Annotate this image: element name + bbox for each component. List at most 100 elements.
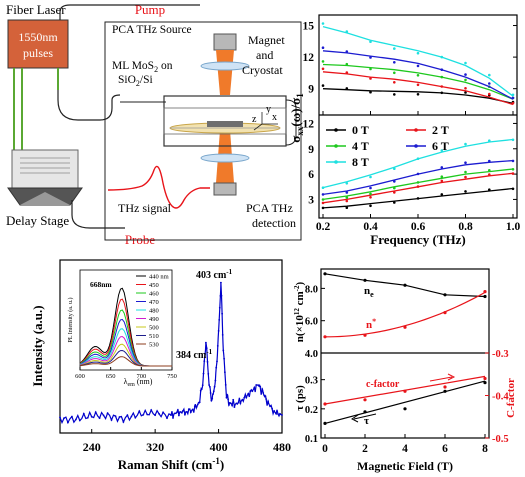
mag-top-ytick-label: 6.0: [305, 317, 318, 328]
raman-xtick-label: 400: [210, 440, 228, 454]
cond-top-pt-0-5: [440, 91, 444, 95]
raman-frame: [59, 259, 283, 434]
raman-pt-27: [166, 417, 168, 419]
nstar-pt-1: [363, 333, 367, 337]
raman-pt-10: [98, 417, 101, 419]
raman-pt-45: [198, 401, 201, 404]
cond-bot-pt-0-3: [393, 201, 396, 204]
cond-top-pt-1-2: [369, 77, 372, 80]
cond-top-pt-4-6: [464, 61, 467, 65]
thz-signal-label: THz signal: [118, 201, 172, 215]
ne-label: ne: [364, 285, 374, 299]
cond-top-pt-3-4: [416, 64, 420, 68]
raman-pt-6: [82, 412, 85, 415]
raman-pt-59: [210, 399, 213, 402]
pl-legend-label-1: 450: [149, 282, 159, 289]
cond-top-pt-3-6: [464, 73, 467, 76]
raman-pt-1: [63, 417, 65, 420]
raman-pt-82: [227, 398, 230, 401]
raman-pt-17: [126, 414, 129, 417]
raman-peak2-label: 403 cm-1: [196, 268, 233, 281]
axis-z-label: z: [252, 114, 257, 125]
cond-bot-pt-0-7: [488, 188, 491, 191]
mag-tau-ytick-label: 0.3: [305, 376, 318, 387]
probe-line-a: [111, 94, 121, 108]
raman-pt-104: [261, 388, 264, 390]
raman-pt-30: [174, 412, 176, 415]
cond-bot-pt-1-5: [440, 179, 444, 183]
cond-top-pt-4-5: [440, 55, 444, 59]
cond-bot-pt-4-6: [464, 142, 467, 146]
cfactor-pt-0: [323, 402, 327, 406]
ne-pt-0: [323, 272, 327, 276]
raman-pt-78: [224, 371, 226, 374]
mag-right-ylabel: C-factor: [505, 378, 517, 418]
cond-bot-pt-0-0: [321, 206, 325, 210]
raman-pt-18: [130, 415, 133, 418]
raman-pt-99: [255, 384, 258, 386]
raman-pt-3: [71, 415, 73, 418]
raman-pt-66: [216, 360, 218, 363]
raman-pt-70: [218, 306, 221, 309]
coordinate-axes: [253, 112, 278, 131]
cond-marks: 0.2 0.4 0.6 0.8 1.0 9 12 15 3 6 9 12 0 T 2 T 4 T 6 T 8 T: [303, 21, 521, 233]
raman-pt-11: [102, 414, 105, 417]
raman-pt-63: [213, 385, 216, 388]
pl-legend-label-7: 510: [149, 333, 159, 340]
raman-pt-21: [142, 413, 145, 416]
raman-pt-97: [251, 390, 254, 393]
cond-bot-pt-2-0: [321, 198, 325, 201]
cond-bot-pt-4-0: [321, 186, 325, 189]
raman-chart: 240 320 400 480 Raman Shift (cm-1) Intensit…: [30, 259, 291, 472]
ne-pt-3: [443, 293, 447, 297]
raman-pt-75: [221, 334, 224, 336]
raman-pt-33: [180, 411, 182, 413]
raman-peak1-label: 384 cm-1: [176, 348, 213, 361]
cond-top-pt-4-3: [393, 47, 396, 50]
cond-ylabel: σxx(ω)/σ1: [288, 93, 305, 143]
cond-legend-label-4: 8 T: [352, 155, 369, 169]
ne-pt-1: [363, 278, 367, 282]
cond-ytick-bottom-label: 9: [308, 144, 314, 156]
cond-top-pt-1-3: [393, 81, 396, 84]
raman-pt-15: [118, 416, 121, 418]
raman-pt-76: [222, 349, 225, 352]
raman-xlabel: Raman Shift (cm-1): [118, 456, 224, 472]
mag-cf-ytick-label: -0.4: [492, 392, 509, 403]
cond-bot-pt-0-5: [440, 193, 444, 196]
axis-y-label: y: [266, 104, 271, 115]
raman-pt-12: [106, 412, 109, 414]
ne-pt-4: [483, 294, 487, 299]
raman-pt-116: [281, 414, 283, 416]
raman-pt-19: [134, 416, 137, 419]
nstar-pt-4: [483, 290, 487, 294]
mag-tau-ytick-label: 0.1: [305, 434, 318, 445]
raman-pt-94: [245, 396, 248, 399]
raman-pt-53: [205, 347, 208, 349]
raman-pt-102: [259, 385, 262, 388]
cryostat-beam-top: [216, 50, 234, 95]
cond-bot-pt-4-7: [488, 139, 491, 142]
cond-top-pt-1-4: [416, 83, 420, 87]
raman-pt-37: [187, 408, 190, 411]
pl-xtick-label: 700: [136, 373, 146, 380]
nstar-label: n*: [366, 317, 376, 331]
cfactor-label: c-factor: [366, 379, 400, 390]
pca-source-block: [213, 33, 237, 51]
cond-top-line-4: [322, 25, 514, 97]
cryostat-inner: [163, 107, 287, 135]
cond-top-pt-2-5: [440, 75, 444, 79]
enclosure-frame: [104, 21, 302, 241]
raman-pt-83: [228, 404, 230, 406]
raman-pt-28: [170, 414, 172, 416]
cond-bot-pt-2-3: [393, 186, 396, 190]
cond-bot-pt-1-4: [416, 185, 420, 188]
cond-top-pt-2-1: [345, 62, 349, 66]
raman-pt-91: [239, 402, 242, 405]
pl-xtick-label: 650: [106, 373, 116, 380]
raman-pt-67: [216, 345, 219, 347]
laser-line2: pulses: [23, 46, 53, 60]
delay-stage-lines: [20, 157, 70, 174]
cond-bot-pt-3-3: [393, 180, 396, 183]
